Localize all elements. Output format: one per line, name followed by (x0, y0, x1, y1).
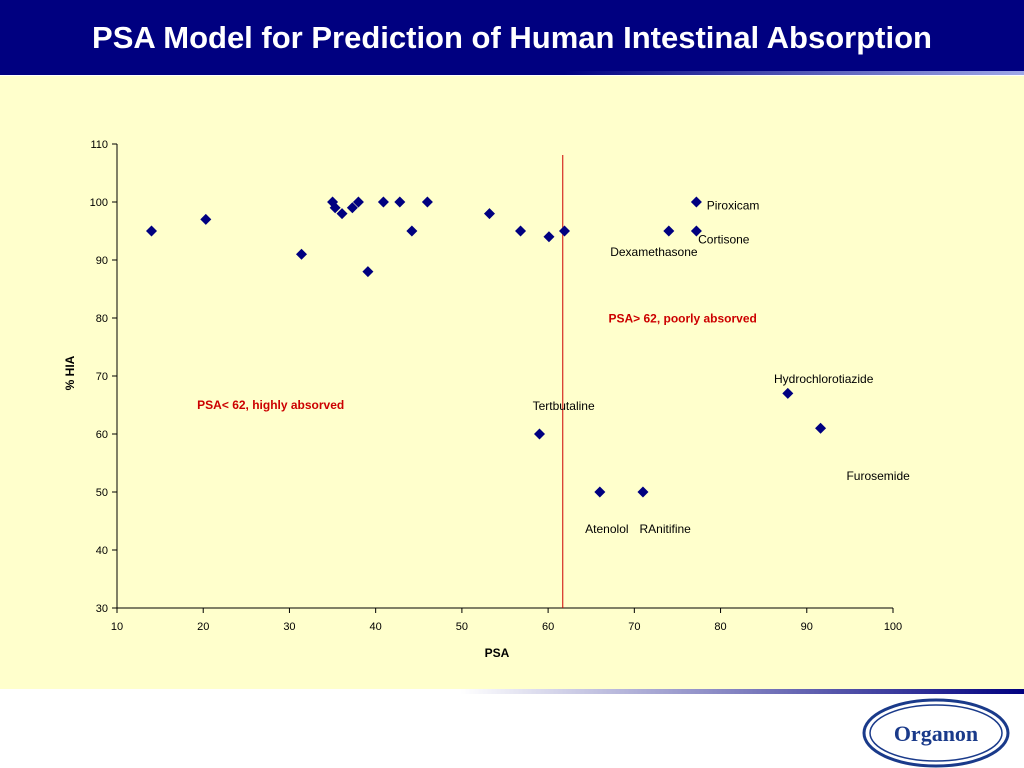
y-tick-label: 90 (96, 255, 108, 267)
y-tick-label: 50 (96, 487, 108, 499)
data-point (394, 196, 406, 208)
y-tick-label: 70 (96, 371, 108, 383)
data-point (558, 225, 570, 237)
annotation-label: PSA> 62, poorly absorved (608, 312, 756, 326)
x-tick-label: 50 (456, 621, 468, 633)
data-point (690, 196, 702, 208)
point-label: Hydrochlorotiazide (774, 372, 874, 386)
logo-text: Organon (894, 721, 978, 746)
data-point (362, 266, 374, 278)
organon-logo: Organon (862, 698, 1010, 768)
point-label: Furosemide (846, 469, 910, 483)
point-label: Atenolol (585, 522, 628, 536)
data-point (336, 208, 348, 220)
x-tick-label: 80 (714, 621, 726, 633)
page-title: PSA Model for Prediction of Human Intest… (92, 20, 932, 55)
point-label: Dexamethasone (610, 245, 698, 259)
y-tick-label: 110 (90, 139, 108, 151)
point-label: Cortisone (698, 233, 750, 247)
x-axis-label: PSA (485, 646, 510, 660)
data-point (377, 196, 389, 208)
data-point (782, 387, 794, 399)
data-point (346, 202, 358, 214)
x-tick-label: 20 (197, 621, 209, 633)
data-point (543, 231, 555, 243)
y-axis-label: % HIA (63, 355, 77, 390)
x-tick-label: 70 (628, 621, 640, 633)
data-point (483, 208, 495, 220)
data-point (637, 486, 649, 498)
data-point (594, 486, 606, 498)
data-point (406, 225, 418, 237)
x-tick-label: 100 (884, 621, 902, 633)
y-tick-label: 60 (96, 429, 108, 441)
y-tick-label: 30 (96, 603, 108, 615)
data-point (421, 196, 433, 208)
data-point (515, 225, 527, 237)
data-point (329, 202, 341, 214)
header-divider (0, 71, 1024, 75)
annotation-label: PSA< 62, highly absorved (197, 398, 344, 412)
x-tick-label: 60 (542, 621, 554, 633)
footer-divider (0, 689, 1024, 694)
data-point (200, 213, 212, 225)
title-bar: PSA Model for Prediction of Human Intest… (0, 0, 1024, 74)
x-tick-label: 30 (283, 621, 295, 633)
point-label: RAnitifine (640, 522, 692, 536)
data-point (815, 422, 827, 434)
point-label: Tertbutaline (533, 399, 595, 413)
data-point (296, 248, 308, 260)
x-tick-label: 40 (370, 621, 382, 633)
chart-panel (0, 76, 1024, 690)
data-point (533, 428, 545, 440)
data-point (145, 225, 157, 237)
data-point (663, 225, 675, 237)
data-point (690, 225, 702, 237)
x-tick-label: 90 (801, 621, 813, 633)
x-tick-label: 10 (111, 621, 123, 633)
y-tick-label: 80 (96, 313, 108, 325)
y-tick-label: 100 (90, 197, 108, 209)
point-label: Piroxicam (707, 198, 760, 212)
data-point (352, 196, 364, 208)
y-tick-label: 40 (96, 545, 108, 557)
